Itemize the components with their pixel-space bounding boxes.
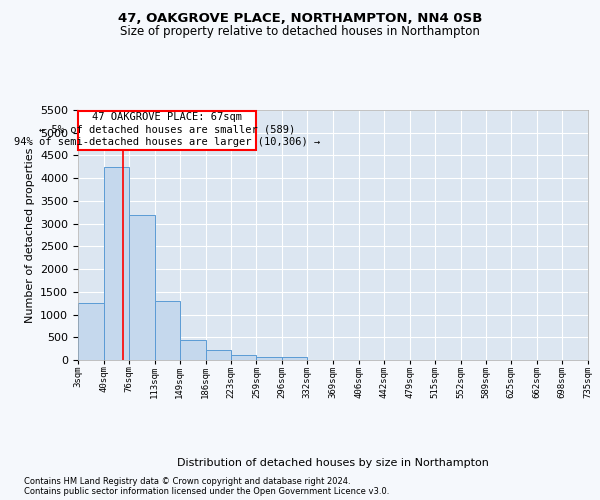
Text: ← 5% of detached houses are smaller (589): ← 5% of detached houses are smaller (589… — [39, 124, 295, 134]
Text: Size of property relative to detached houses in Northampton: Size of property relative to detached ho… — [120, 25, 480, 38]
Bar — [282, 358, 307, 360]
Text: Contains HM Land Registry data © Crown copyright and database right 2024.: Contains HM Land Registry data © Crown c… — [24, 478, 350, 486]
FancyBboxPatch shape — [78, 112, 256, 150]
Text: Distribution of detached houses by size in Northampton: Distribution of detached houses by size … — [177, 458, 489, 468]
Text: 47 OAKGROVE PLACE: 67sqm: 47 OAKGROVE PLACE: 67sqm — [92, 112, 242, 122]
Bar — [205, 350, 231, 360]
Text: 94% of semi-detached houses are larger (10,306) →: 94% of semi-detached houses are larger (… — [14, 137, 320, 147]
Text: Contains public sector information licensed under the Open Government Licence v3: Contains public sector information licen… — [24, 488, 389, 496]
Bar — [155, 301, 180, 360]
Bar — [180, 340, 205, 360]
Y-axis label: Number of detached properties: Number of detached properties — [25, 148, 35, 322]
Bar — [104, 167, 129, 360]
Bar — [78, 303, 104, 360]
Text: 47, OAKGROVE PLACE, NORTHAMPTON, NN4 0SB: 47, OAKGROVE PLACE, NORTHAMPTON, NN4 0SB — [118, 12, 482, 26]
Bar — [231, 356, 256, 360]
Bar — [129, 214, 155, 360]
Bar — [256, 357, 282, 360]
